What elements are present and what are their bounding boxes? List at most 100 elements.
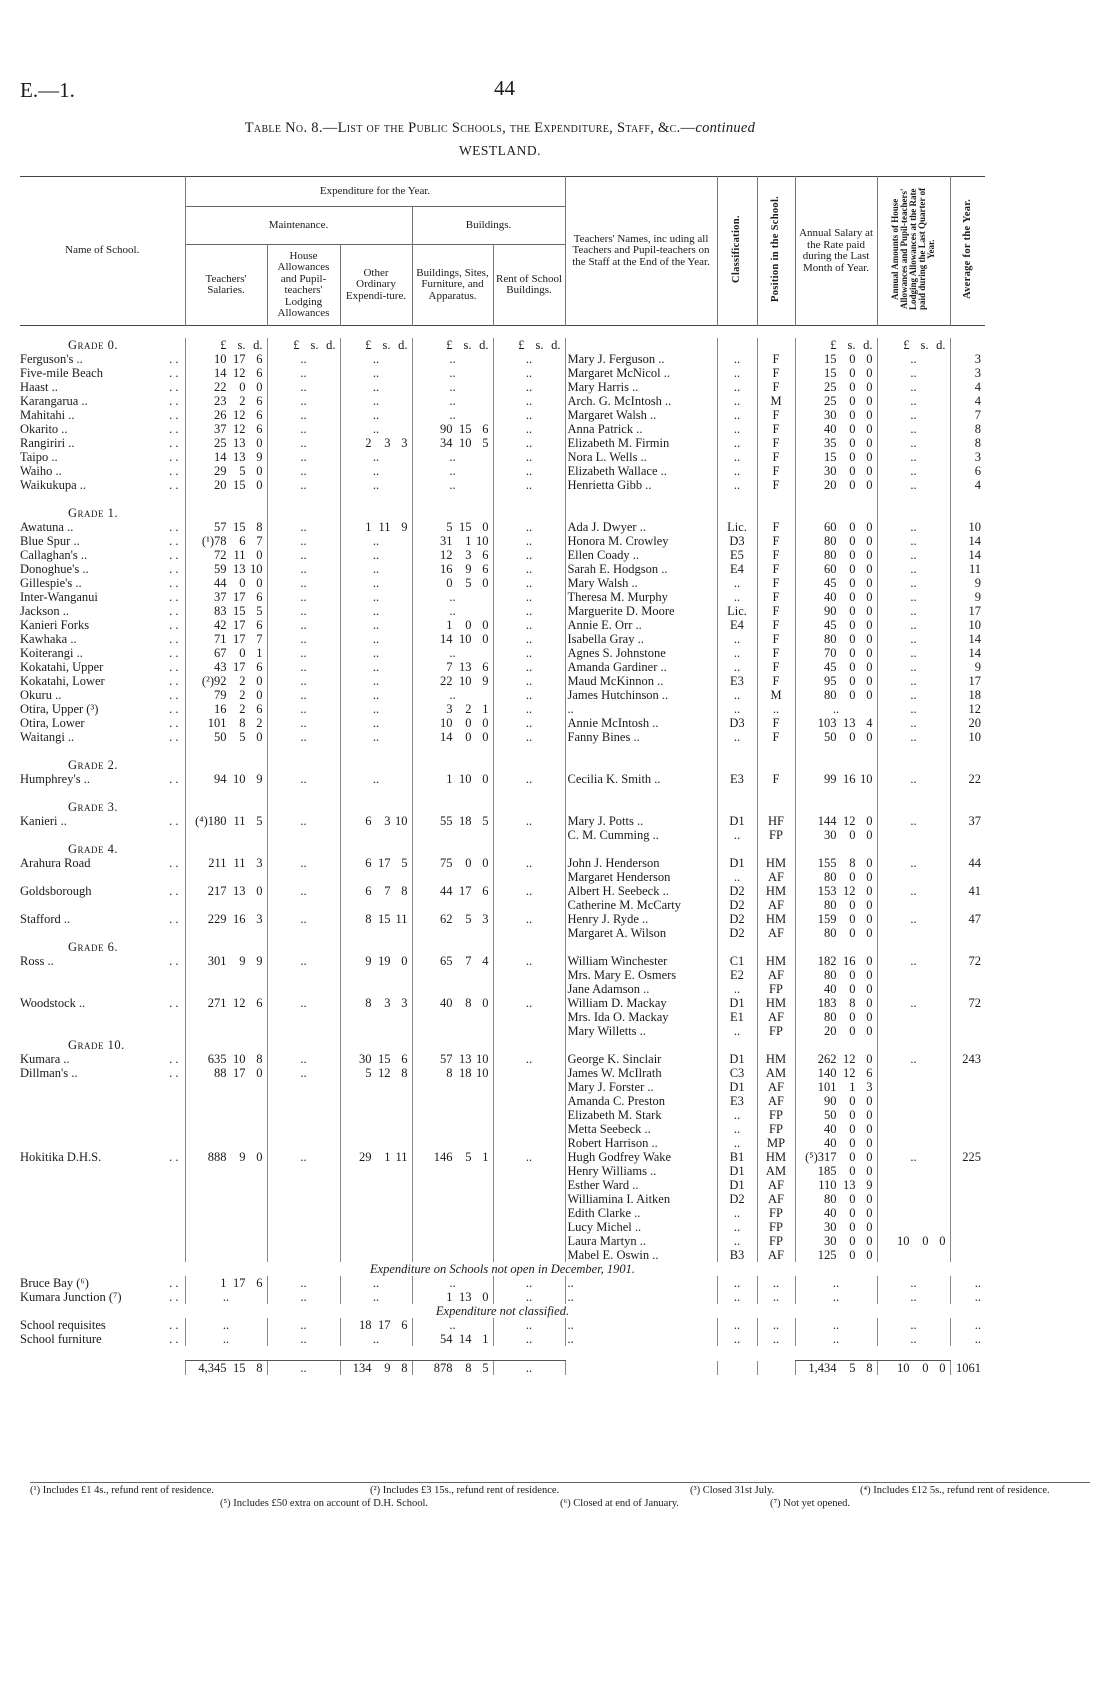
average-attendance: 14 [949,548,985,562]
annual-salary: 80 0 0 [794,688,877,702]
shillings: 11 [233,814,246,828]
buildings-expenditure [411,800,493,814]
pence: 10 [395,814,408,828]
pounds: 40 [824,1122,837,1136]
house-allowances [266,758,340,772]
house-allowances: .. [266,856,340,870]
pence: 0 [866,856,873,870]
pence: 0 [482,730,489,744]
pounds: 65 [440,954,453,968]
empty-value: .. [300,660,307,674]
pounds: 30 [824,464,837,478]
average-attendance: 41 [949,884,985,898]
pence: 0 [866,436,873,450]
pounds: 60 [824,562,837,576]
house-allowances [266,968,340,982]
money-amount: 14 13 9 [188,450,265,464]
buildings-expenditure: .. [411,464,493,478]
teacher-name [564,338,717,352]
rent [492,1066,565,1080]
pence: 0 [482,996,489,1010]
empty-value: .. [372,702,380,716]
teachers-salaries [184,800,267,814]
pence: 0 [256,1066,263,1080]
pounds: 6 [365,814,372,828]
pence: 6 [256,702,263,716]
pounds: £ [293,338,300,352]
shillings: 5 [849,1361,856,1375]
buildings-expenditure: 75 0 0 [411,856,493,870]
teacher-name: Ellen Coady .. [564,548,717,562]
money-amount: 70 0 0 [798,646,875,660]
pence: 0 [866,520,873,534]
money-amount: 80 0 0 [798,968,875,982]
shillings: 15 [233,520,246,534]
pence: d. [326,338,336,352]
teachers-salaries [184,786,267,800]
pounds: 1 [446,772,453,786]
pence: 0 [866,730,873,744]
teachers-salaries: 4,345 15 8 [184,1360,267,1375]
classification: D2 [716,912,757,926]
spacer-row [20,1346,985,1361]
pence: d. [863,338,873,352]
school-name: Koiterangi .. [20,646,185,660]
buildings-expenditure [411,786,493,800]
buildings-expenditure [411,1164,493,1178]
teacher-name: Nora L. Wells .. [564,450,717,464]
teacher-name: Mary Walsh .. [564,576,717,590]
classification: .. [716,1024,757,1038]
shillings: 2 [239,702,246,716]
buildings-expenditure: 1 10 0 [411,772,493,786]
school-name [20,1108,185,1122]
average-attendance: 3 [949,450,985,464]
school-name: Ross .. [20,954,185,968]
empty-value: .. [300,394,307,408]
other-expenditure: 29 1 11 [339,1150,412,1164]
rent: .. [492,1318,565,1332]
shillings: 8 [849,856,856,870]
house-allowances: .. [266,702,340,716]
pounds: 1 [446,618,453,632]
empty-value: .. [525,702,533,716]
other-expenditure: .. [339,366,412,380]
average-attendance [949,1248,985,1262]
school-name: Waikukupa .. [20,478,185,492]
allowance-amount: .. [876,996,950,1010]
allowance-amount: .. [876,632,950,646]
average-attendance [949,982,985,996]
shillings: 0 [849,1136,856,1150]
house-allowances: .. [266,730,340,744]
shillings: 0 [465,856,472,870]
rent: .. [492,422,565,436]
teachers-salaries [184,926,267,940]
position: .. [756,1318,795,1332]
teacher-name [564,1038,717,1052]
empty-value: .. [910,1150,917,1164]
shillings: 15 [378,912,391,926]
annual-salary: 30 0 0 [794,1220,877,1234]
money-amount: 22 10 9 [415,674,491,688]
position: HM [756,884,795,898]
pounds: 16 [440,562,453,576]
rent: .. [492,856,565,870]
teacher-name: George K. Sinclair [564,1052,717,1066]
school-name: Arahura Road [20,856,185,870]
money-amount: 43 17 6 [188,660,265,674]
annual-salary: 80 0 0 [794,1192,877,1206]
table-row: Mabel E. Oswin .. B3 AF 125 0 0 [20,1248,985,1262]
shillings: 13 [459,1290,472,1304]
classification: D1 [716,856,757,870]
teachers-salaries: 22 0 0 [184,380,267,394]
shillings: s. [535,338,544,352]
annual-salary [794,940,877,954]
pounds: 44 [214,576,227,590]
average-attendance [949,758,985,772]
allowance-amount: .. [876,548,950,562]
pounds: 57 [440,1052,453,1066]
section-heading: Expenditure on Schools not open in Decem… [369,1262,636,1276]
empty-value: .. [300,366,307,380]
house-allowances [266,744,340,758]
annual-salary: 40 0 0 [794,1136,877,1150]
table-row: Bruce Bay (⁶)1176.................... [20,1276,985,1290]
